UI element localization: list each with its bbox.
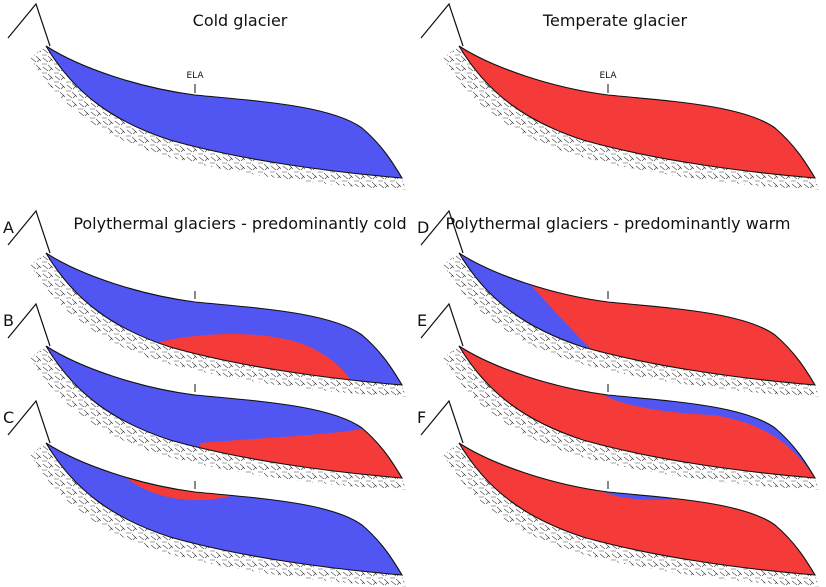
ela-label: ELA (599, 71, 617, 81)
glacier-diagram: Cold glacier Temperate glacier Polytherm… (0, 0, 826, 587)
profile-letter: B (3, 311, 14, 330)
profile-letter: C (3, 408, 14, 427)
cold-glacier: ELA (8, 4, 406, 190)
panel-title: Temperate glacier (542, 11, 688, 30)
profile-letter: A (3, 218, 14, 237)
panel-title: Cold glacier (193, 11, 288, 30)
group-title: Polythermal glaciers - predominantly war… (446, 214, 791, 233)
profile-letter: E (417, 311, 427, 330)
ela-label: ELA (186, 71, 204, 81)
group-title: Polythermal glaciers - predominantly col… (73, 214, 406, 233)
profile-letter: D (417, 218, 429, 237)
temperate-glacier: ELA (421, 4, 819, 190)
profile-letter: F (417, 408, 426, 427)
